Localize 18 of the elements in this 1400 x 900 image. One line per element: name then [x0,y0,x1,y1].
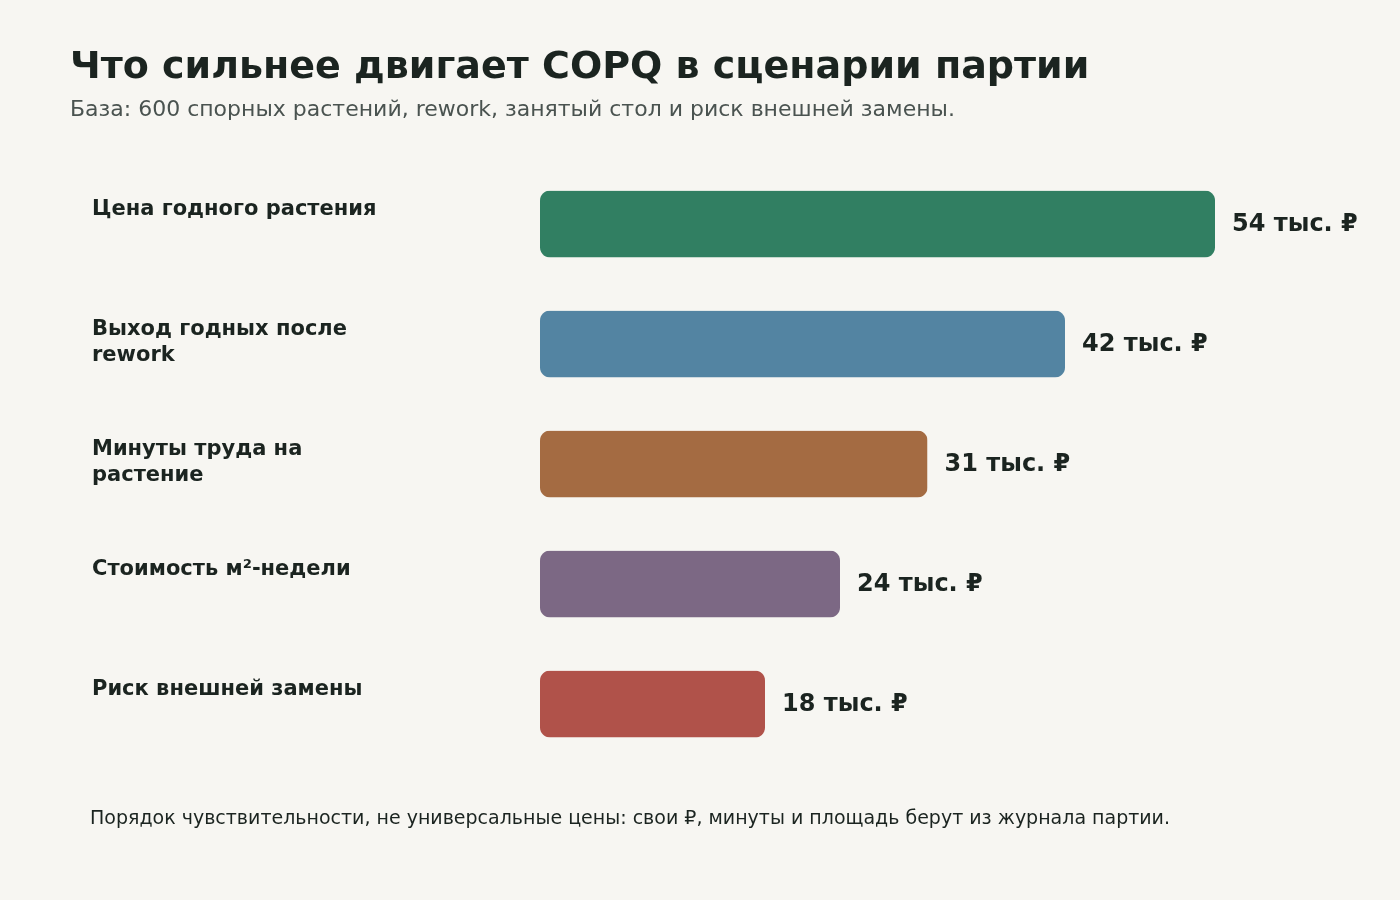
y-tick-label: Риск внешней замены [92,676,363,700]
chart-title: Что сильнее двигает COPQ в сценарии партии [70,43,1090,87]
bar [540,310,1066,378]
data-label: 31 тыс. ₽ [944,449,1071,477]
bar [540,430,928,498]
bar [540,550,841,618]
text: Порядок чувствительности, не универсальные цены: свои ₽, минуты и площадь берут из журнала партии. [90,806,1171,828]
y-tick-label: Цена годного растения [92,196,377,220]
chart-subtitle: База: 600 спорных растений, rework, занятый стол и риск внешней замены. [70,96,955,121]
y-tick-label: Минуты труда на растение [92,436,303,486]
data-label: 54 тыс. ₽ [1232,209,1358,237]
bar [540,670,766,738]
bar [540,190,1216,258]
data-label: 42 тыс. ₽ [1082,329,1208,357]
y-tick-label: Выход годных после rework [92,316,347,366]
y-tick-label: Стоимость м²-недели [92,556,351,580]
data-label: 18 тыс. ₽ [782,689,908,717]
data-label: 24 тыс. ₽ [857,569,983,597]
